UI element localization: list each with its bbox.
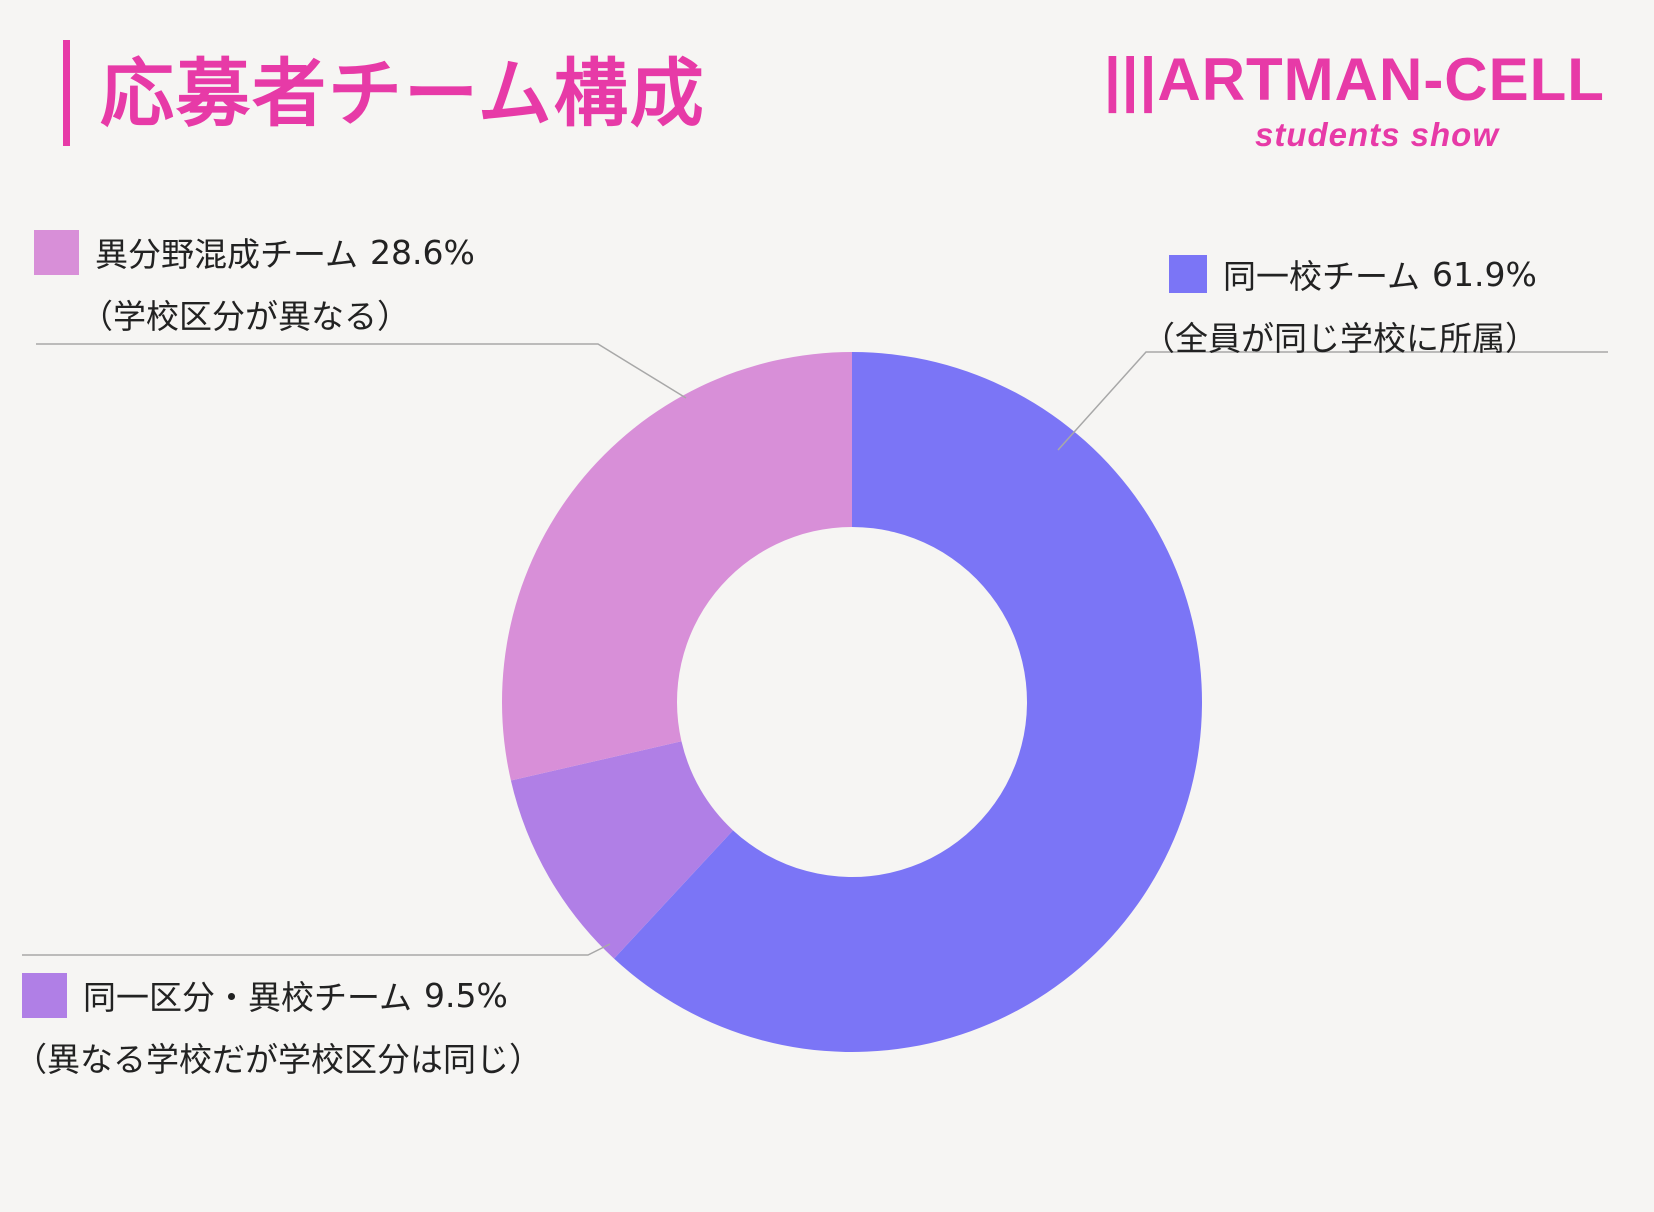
slice-same-category [510, 741, 734, 959]
legend-note-same-school: （全員が同じ学校に所属） [1142, 319, 1538, 358]
legend-item-mixed: 異分野混成チーム 28.6% （学校区分が異なる） [34, 228, 475, 338]
leader-line-same-school [1057, 351, 1608, 451]
legend-label-same-category: 同一区分・異校チーム [83, 978, 413, 1017]
leader-line-same-category [22, 943, 611, 956]
brand-subtitle: students show [1254, 116, 1499, 153]
legend-swatch-same-school [1169, 255, 1207, 293]
leader-line-mixed [36, 343, 687, 399]
legend-item-same-school: 同一校チーム 61.9% （全員が同じ学校に所属） [1142, 250, 1538, 360]
legend-swatch-same-category [22, 972, 67, 1018]
legend-value-same-school: 61.9% [1432, 254, 1537, 294]
legend-swatch-mixed [34, 229, 79, 275]
title-accent-bar [63, 40, 70, 146]
slice-same-school [614, 352, 1202, 1052]
brand-logo: |||ARTMAN-CELL students show [1104, 46, 1605, 153]
legend-label-same-school: 同一校チーム [1223, 257, 1421, 296]
legend-value-mixed: 28.6% [370, 232, 475, 272]
legend-item-same-category: 同一区分・異校チーム 9.5% （異なる学校だが学校区分は同じ） [14, 971, 542, 1081]
slice-mixed [501, 352, 852, 781]
legend-note-same-category: （異なる学校だが学校区分は同じ） [14, 1040, 542, 1079]
legend-value-same-category: 9.5% [424, 975, 508, 1015]
legend-note-mixed: （学校区分が異なる） [80, 297, 410, 336]
legend-label-mixed: 異分野混成チーム [95, 235, 359, 274]
page-title: 応募者チーム構成 [100, 51, 706, 137]
brand-name: |||ARTMAN-CELL [1104, 46, 1605, 113]
